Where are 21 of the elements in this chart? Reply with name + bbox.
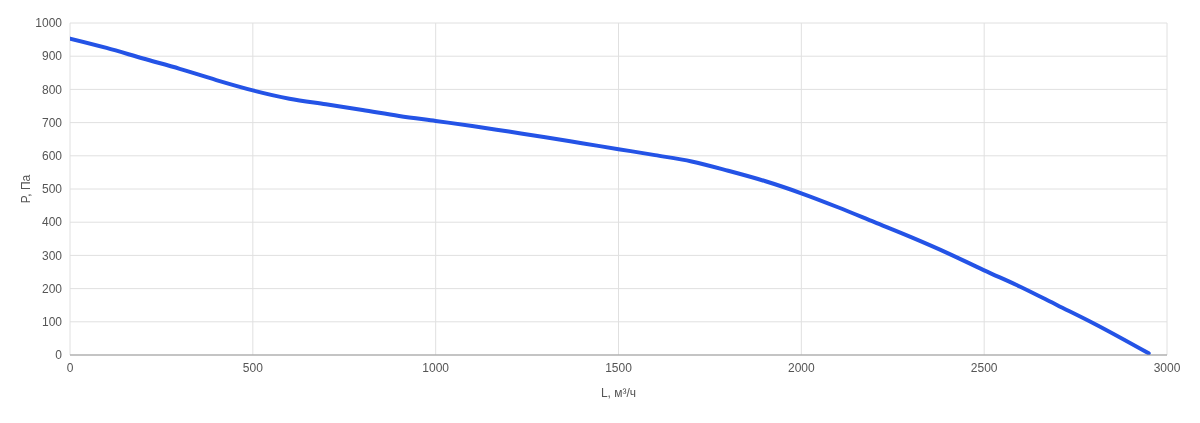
y-tick-label: 500 — [41, 182, 63, 197]
y-tick-label: 900 — [41, 49, 63, 64]
y-axis-title: P, Па — [19, 174, 34, 204]
y-tick-label: 400 — [41, 215, 63, 230]
x-tick-label: 2000 — [787, 360, 815, 375]
x-tick-label: 500 — [242, 360, 264, 375]
x-tick-label: 3000 — [1153, 360, 1181, 375]
x-axis-title: L, м³/ч — [600, 386, 637, 400]
y-tick-label: 600 — [41, 149, 63, 164]
x-tick-label: 1000 — [422, 360, 450, 375]
y-tick-label: 0 — [55, 348, 63, 363]
y-tick-label: 800 — [41, 82, 63, 97]
x-tick-label: 2500 — [970, 360, 998, 375]
y-tick-label: 300 — [41, 248, 63, 263]
x-tick-label: 0 — [66, 360, 74, 375]
line-series — [70, 36, 1151, 355]
x-tick-label: 1500 — [605, 360, 633, 375]
y-tick-label: 100 — [41, 315, 63, 330]
y-tick-label: 1000 — [35, 16, 63, 31]
y-tick-label: 200 — [41, 281, 63, 296]
y-tick-label: 700 — [41, 115, 63, 130]
